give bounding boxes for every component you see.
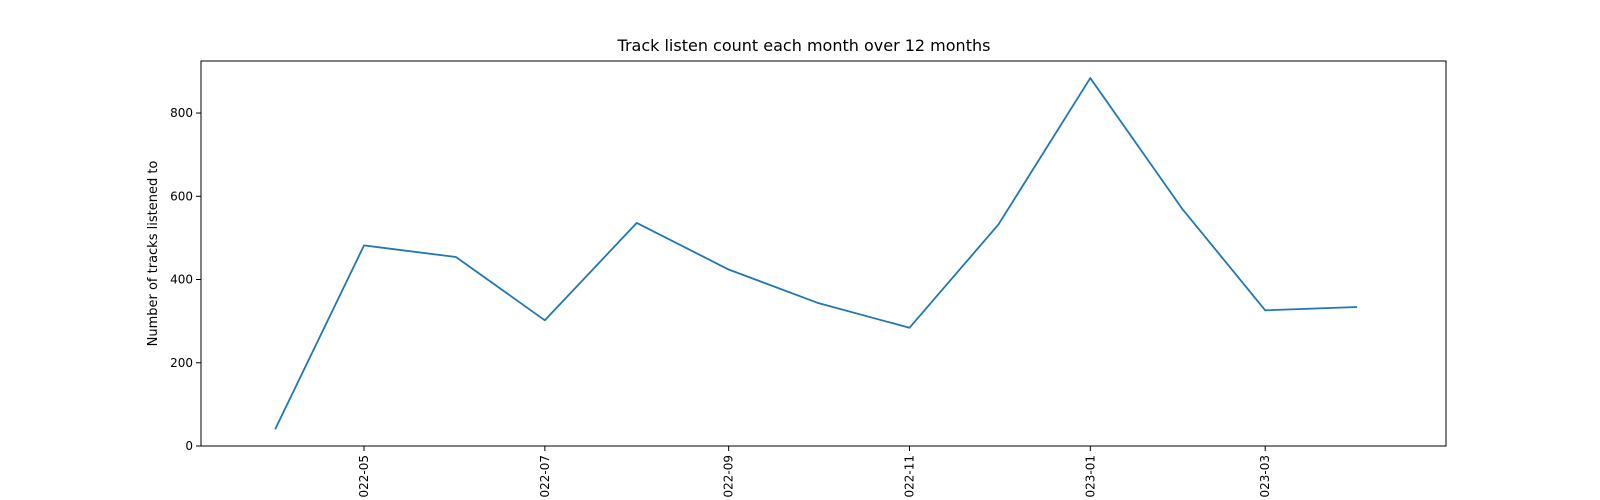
x-tick-label: 022-11 [902, 455, 916, 498]
y-tick-label: 200 [170, 356, 193, 370]
y-tick-label: 400 [170, 273, 193, 287]
y-tick-label: 0 [185, 439, 193, 453]
x-tick-label: 023-03 [1258, 455, 1272, 498]
chart-title: Track listen count each month over 12 mo… [617, 36, 991, 55]
x-tick-label: 022-07 [538, 455, 552, 498]
x-tick-label: 022-05 [357, 455, 371, 498]
x-tick-label: 023-01 [1083, 455, 1097, 498]
axes-frame [200, 60, 1447, 447]
x-tick-label: 022-09 [722, 455, 736, 498]
y-axis: 0 200 400 600 800 [170, 106, 201, 453]
series-line [274, 77, 1358, 430]
plot-area [274, 77, 1358, 430]
y-axis-label: Number of tracks listened to [146, 161, 161, 347]
x-axis: 022-05 022-07 022-09 022-11 023-01 023-03 [357, 446, 1272, 498]
y-tick-label: 800 [170, 106, 193, 120]
y-tick-label: 600 [170, 189, 193, 203]
